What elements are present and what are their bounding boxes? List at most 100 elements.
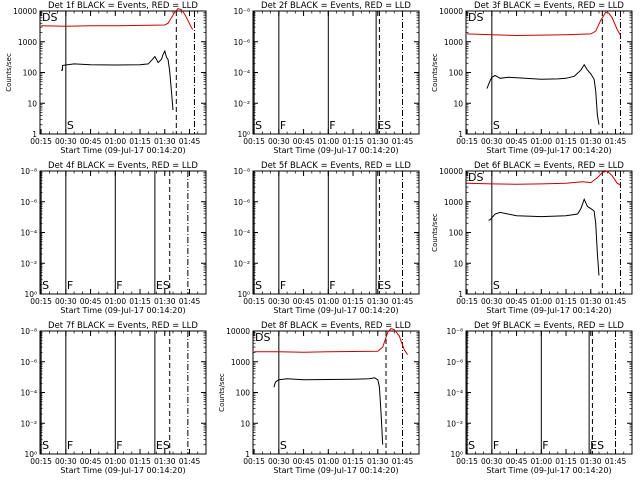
y-tick-label: 100 [23, 69, 38, 78]
x-axis-label: Start Time (09-Jul-17 00:14:20) [486, 306, 611, 315]
x-tick-label: 00:15 [30, 297, 52, 306]
detector-panel-5: Det 5f BLACK = Events, RED = LLD 10⁰ 10⁻² 1… [233, 161, 420, 315]
y-tick-label: 1000 [18, 38, 37, 47]
y-tick-label: 100 [236, 389, 251, 398]
marker-label: ES [377, 279, 391, 292]
x-tick-label: 01:15 [342, 137, 364, 146]
y-tick-label: 1 [32, 130, 37, 139]
panel-title: Det 9f BLACK = Events, RED = LLD [474, 321, 624, 331]
y-tick-label: 10⁻⁸ [233, 7, 250, 16]
x-tick-label: 01:30 [580, 137, 602, 146]
marker-label: S [67, 119, 74, 132]
y-tick-label: 1 [458, 290, 463, 299]
x-tick-label: 01:30 [580, 457, 602, 466]
x-tick-label: 01:45 [179, 137, 201, 146]
x-tick-label: 01:00 [530, 457, 552, 466]
x-tick-label: 00:15 [243, 137, 265, 146]
y-tick-label: 1000 [444, 198, 463, 207]
y-tick-label: 10000 [226, 327, 250, 336]
marker-label: S [493, 119, 500, 132]
plot-frame [252, 10, 420, 135]
x-tick-label: 00:30 [481, 137, 503, 146]
y-tick-label: 10⁻⁴ [233, 229, 250, 238]
y-axis-label: Counts/sec [431, 213, 439, 252]
panel-title: Det 1f BLACK = Events, RED = LLD [48, 1, 198, 11]
x-tick-label: 01:15 [342, 457, 364, 466]
y-tick-label: 10⁻⁶ [20, 358, 37, 367]
event-rate-line [273, 377, 384, 445]
y-tick-label: 10⁻⁶ [20, 198, 37, 207]
x-tick-label: 01:00 [530, 297, 552, 306]
x-tick-label: 00:45 [293, 137, 315, 146]
event-rate-line [486, 63, 600, 125]
y-tick-label: 10⁻⁴ [20, 389, 37, 398]
plot-frame [39, 10, 207, 135]
x-tick-label: 01:45 [605, 297, 627, 306]
marker-label: ES [156, 439, 170, 452]
y-tick-label: 10 [453, 99, 463, 108]
x-tick-label: 01:30 [154, 297, 176, 306]
x-tick-label: 00:30 [268, 457, 290, 466]
x-tick-label: 00:45 [506, 137, 528, 146]
y-tick-label: 10⁰ [24, 290, 37, 299]
marker-label: ES [377, 119, 391, 132]
x-tick-label: 01:15 [342, 297, 364, 306]
lld-rate-line [41, 8, 194, 30]
panel-title: Det 8f BLACK = Events, RED = LLD [261, 321, 411, 331]
x-tick-label: 01:15 [129, 137, 151, 146]
y-tick-label: 10 [453, 259, 463, 268]
x-tick-label: 00:45 [80, 137, 102, 146]
x-tick-label: 01:15 [555, 137, 577, 146]
x-axis-label: Start Time (09-Jul-17 00:14:20) [60, 466, 185, 475]
x-tick-label: 00:45 [506, 457, 528, 466]
x-tick-label: 01:00 [104, 457, 126, 466]
marker-label: S [255, 119, 262, 132]
y-tick-label: 10⁻⁸ [233, 167, 250, 176]
x-tick-label: 01:15 [555, 457, 577, 466]
y-tick-label: 10⁰ [24, 450, 37, 459]
marker-label: S [42, 439, 49, 452]
x-tick-label: 01:45 [392, 137, 414, 146]
x-tick-label: 01:45 [179, 457, 201, 466]
detector-panel-7: Det 7f BLACK = Events, RED = LLD 10⁰ 10⁻² 1… [20, 321, 207, 475]
lld-rate-line [467, 11, 621, 37]
x-tick-label: 01:15 [555, 297, 577, 306]
x-tick-label: 01:15 [129, 297, 151, 306]
x-tick-label: 00:30 [55, 137, 77, 146]
marker-label: F [67, 439, 73, 452]
marker-label: S [280, 439, 287, 452]
marker-label: F [329, 119, 335, 132]
lld-rate-line [467, 170, 621, 186]
panel-title: Det 2f BLACK = Events, RED = LLD [261, 1, 411, 11]
x-tick-label: 01:45 [605, 137, 627, 146]
y-tick-label: 1000 [444, 38, 463, 47]
y-tick-label: 10000 [439, 167, 463, 176]
x-tick-label: 01:30 [367, 137, 389, 146]
detector-panel-6: Det 6f BLACK = Events, RED = LLD 1 10 100 10… [431, 161, 633, 315]
y-tick-label: 10⁻² [233, 99, 250, 108]
marker-label: F [329, 279, 335, 292]
y-axis-label: Counts/sec [431, 53, 439, 92]
marker-label: S [493, 279, 500, 292]
y-tick-label: 1000 [231, 358, 250, 367]
corner-label: DS [468, 171, 483, 184]
plot-frame [252, 170, 420, 295]
panel-title: Det 6f BLACK = Events, RED = LLD [474, 161, 624, 171]
detector-panel-1: Det 1f BLACK = Events, RED = LLD 1 10 100 10… [5, 1, 207, 155]
detector-panel-3: Det 3f BLACK = Events, RED = LLD 1 10 100 10… [431, 1, 633, 155]
y-tick-label: 10⁻⁴ [20, 229, 37, 238]
x-tick-label: 00:45 [293, 457, 315, 466]
detector-panel-8: Det 8f BLACK = Events, RED = LLD 1 10 100 10… [218, 321, 420, 475]
y-tick-label: 1 [458, 130, 463, 139]
x-axis-label: Start Time (09-Jul-17 00:14:20) [273, 466, 398, 475]
plot-frame [465, 10, 633, 135]
x-axis-label: Start Time (09-Jul-17 00:14:20) [60, 306, 185, 315]
y-axis-label: Counts/sec [218, 373, 226, 412]
y-tick-label: 10⁰ [450, 450, 463, 459]
x-tick-label: 00:15 [243, 297, 265, 306]
marker-label: F [280, 119, 286, 132]
marker-label: ES [590, 439, 604, 452]
detector-panel-4: Det 4f BLACK = Events, RED = LLD 10⁰ 10⁻² 1… [20, 161, 207, 315]
y-tick-label: 100 [449, 69, 464, 78]
marker-label: S [468, 439, 475, 452]
